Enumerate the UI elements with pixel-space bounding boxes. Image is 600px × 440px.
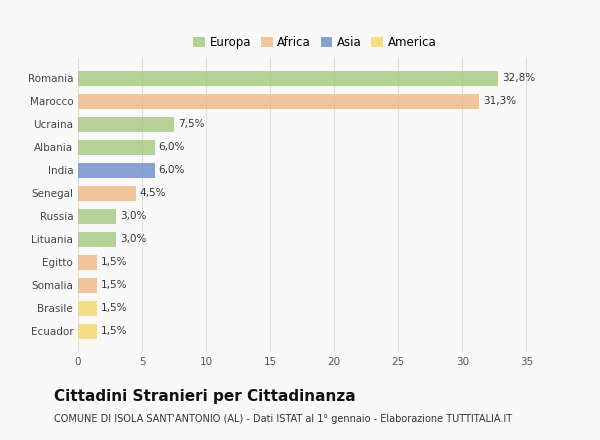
Text: 1,5%: 1,5% bbox=[101, 303, 128, 313]
Text: 1,5%: 1,5% bbox=[101, 280, 128, 290]
Text: 6,0%: 6,0% bbox=[159, 165, 185, 175]
Bar bbox=[78, 231, 116, 246]
Text: COMUNE DI ISOLA SANT'ANTONIO (AL) - Dati ISTAT al 1° gennaio - Elaborazione TUTT: COMUNE DI ISOLA SANT'ANTONIO (AL) - Dati… bbox=[54, 414, 512, 425]
Bar bbox=[78, 163, 155, 178]
Text: 3,0%: 3,0% bbox=[120, 211, 146, 221]
Text: 3,0%: 3,0% bbox=[120, 234, 146, 244]
Text: 31,3%: 31,3% bbox=[483, 96, 516, 106]
Text: 1,5%: 1,5% bbox=[101, 326, 128, 336]
Bar bbox=[78, 94, 479, 109]
Bar bbox=[78, 278, 97, 293]
Text: Cittadini Stranieri per Cittadinanza: Cittadini Stranieri per Cittadinanza bbox=[54, 389, 356, 404]
Bar bbox=[78, 324, 97, 339]
Bar bbox=[78, 301, 97, 315]
Text: 32,8%: 32,8% bbox=[502, 73, 535, 83]
Text: 7,5%: 7,5% bbox=[178, 119, 205, 129]
Text: 1,5%: 1,5% bbox=[101, 257, 128, 267]
Bar bbox=[78, 139, 155, 154]
Legend: Europa, Africa, Asia, America: Europa, Africa, Asia, America bbox=[191, 33, 439, 51]
Bar bbox=[78, 70, 498, 85]
Text: 4,5%: 4,5% bbox=[139, 188, 166, 198]
Bar bbox=[78, 255, 97, 270]
Bar bbox=[78, 186, 136, 201]
Text: 6,0%: 6,0% bbox=[159, 142, 185, 152]
Bar bbox=[78, 117, 174, 132]
Bar bbox=[78, 209, 116, 224]
